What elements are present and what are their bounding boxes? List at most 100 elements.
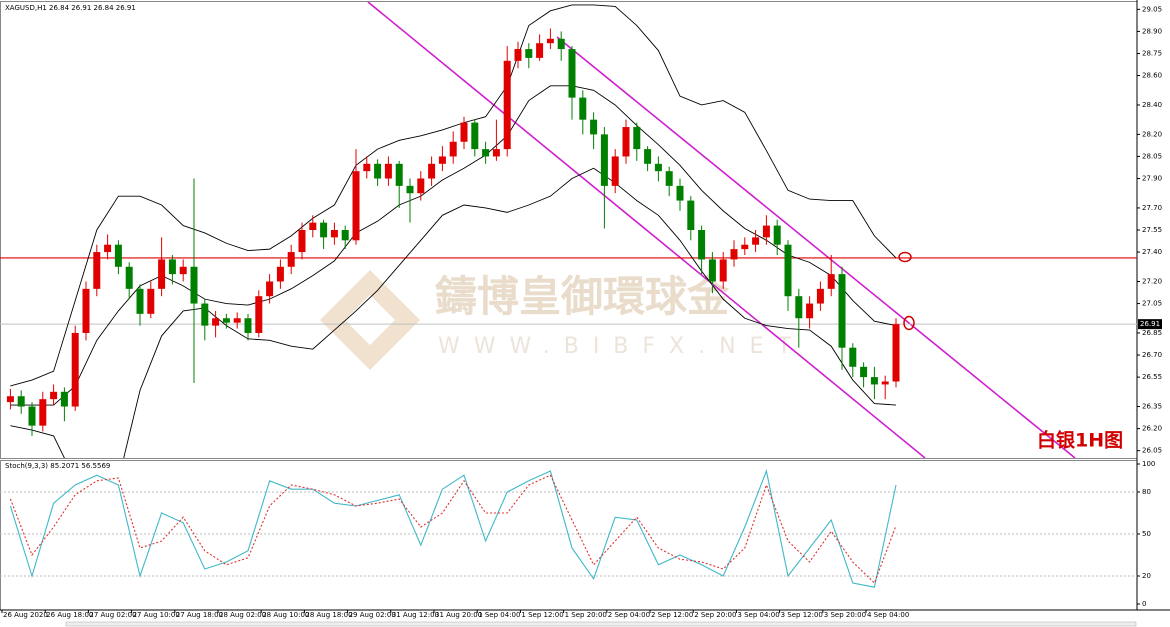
watermark: 鑄博皇御環球金 WWW.BIBFX.NET: [320, 270, 805, 370]
candle-body: [190, 266, 198, 304]
candle-body: [417, 178, 425, 194]
x-tick-label: 3 Sep 12:00: [781, 611, 823, 619]
x-tick-label: 28 Aug 10:00: [262, 611, 309, 619]
candle-body: [244, 318, 252, 333]
y-tick-label: 28.90: [1142, 27, 1162, 35]
candle-body: [406, 185, 414, 194]
candle-body: [341, 230, 349, 241]
candle-body: [698, 230, 706, 260]
stoch-k: [9, 469, 897, 588]
x-tick-label: 2 Sep 04:00: [608, 611, 650, 619]
candle-body: [525, 49, 533, 58]
candle-body: [503, 60, 511, 150]
candle-body: [579, 97, 587, 120]
candle-body: [654, 163, 662, 172]
channel-upper: [556, 36, 1076, 458]
candle-body: [460, 122, 468, 142]
x-tick-label: 29 Aug 02:00: [349, 611, 396, 619]
candle-body: [114, 244, 122, 267]
y-tick-label: 27.90: [1142, 175, 1162, 183]
candle-body: [374, 163, 382, 179]
candle-body: [665, 171, 673, 186]
candle-body: [93, 252, 101, 289]
candle-body: [136, 288, 144, 314]
watermark-url: WWW.BIBFX.NET: [438, 334, 805, 359]
x-tick-label: 1 Sep 04:00: [478, 611, 520, 619]
marker-circle: [903, 315, 915, 331]
band-middle: [10, 85, 897, 406]
candle-body: [514, 49, 522, 61]
x-tick-label: 26 Aug 18:00: [46, 611, 93, 619]
candle-body: [644, 149, 652, 164]
candle-body: [708, 259, 716, 282]
x-tick-label: 2 Sep 20:00: [694, 611, 736, 619]
x-tick-label: 27 Aug 18:00: [176, 611, 223, 619]
candle-body: [482, 149, 490, 157]
x-tick-label: 1 Sep 12:00: [521, 611, 563, 619]
candle-body: [860, 366, 868, 378]
y-tick-label: 28.40: [1142, 101, 1162, 109]
candle-body: [309, 222, 317, 230]
x-tick-label: 3 Sep 04:00: [737, 611, 779, 619]
candle-body: [730, 249, 738, 260]
y-tick-label: 27.55: [1142, 226, 1162, 234]
candle-body: [266, 281, 274, 297]
candle-body: [104, 244, 112, 253]
candle-body: [806, 303, 814, 319]
x-tick-label: 3 Sep 20:00: [824, 611, 866, 619]
candle-body: [276, 266, 284, 282]
candle-body: [201, 303, 209, 326]
x-tick-label: 2 Sep 12:00: [651, 611, 693, 619]
candle-body: [546, 38, 554, 44]
x-tick-label: 28 Aug 18:00: [305, 611, 352, 619]
y-tick-label: 28.05: [1142, 152, 1162, 160]
x-tick-label: 1 Sep 20:00: [565, 611, 607, 619]
x-tick-label: 31 Aug 12:00: [392, 611, 439, 619]
candle-body: [60, 391, 68, 407]
candle-body: [752, 237, 760, 245]
y-tick-label: 28.75: [1142, 49, 1162, 57]
x-tick-label: 26 Aug 2020: [3, 611, 48, 619]
candle-body: [255, 296, 263, 333]
candle-body: [784, 244, 792, 297]
band-lower: [10, 167, 897, 458]
y-tick-label: 26.55: [1142, 373, 1162, 381]
y-tick-label: 26.20: [1142, 425, 1162, 433]
candle-body: [147, 288, 155, 314]
candle-body: [600, 134, 608, 186]
candle-body: [449, 141, 457, 157]
candle-body: [773, 225, 781, 245]
y-tick-label: 28.60: [1142, 72, 1162, 80]
candle-body: [568, 49, 576, 98]
stoch-d: [9, 474, 897, 584]
candle-body: [298, 230, 306, 253]
y-tick-label: 26.70: [1142, 351, 1162, 359]
y-tick-label: 27.70: [1142, 204, 1162, 212]
candle-body: [870, 377, 878, 385]
candle-body: [82, 288, 90, 333]
candle-body: [287, 252, 295, 267]
candle-body: [50, 391, 58, 400]
y-tick-label: 27.20: [1142, 277, 1162, 285]
y-tick-label: 27.05: [1142, 300, 1162, 308]
current-price-box: [1138, 319, 1162, 330]
candle-body: [536, 43, 544, 58]
band-upper: [10, 4, 897, 387]
x-tick-label: 4 Sep 04:00: [867, 611, 909, 619]
candle-body: [622, 127, 630, 157]
candle-body: [330, 230, 338, 238]
candle-body: [687, 200, 695, 230]
marker-circle: [898, 251, 912, 263]
annotation: 白银1H图: [1037, 429, 1123, 452]
candle-body: [320, 222, 328, 238]
y-tick-label: 28.20: [1142, 130, 1162, 138]
plot: [0, 2, 1137, 458]
candle-body: [719, 259, 727, 282]
candle-body: [795, 296, 803, 319]
candle-body: [28, 406, 36, 426]
candle-body: [590, 119, 598, 135]
stoch-plot: [0, 469, 1137, 588]
candle-body: [762, 225, 770, 238]
candle-body: [741, 244, 749, 250]
